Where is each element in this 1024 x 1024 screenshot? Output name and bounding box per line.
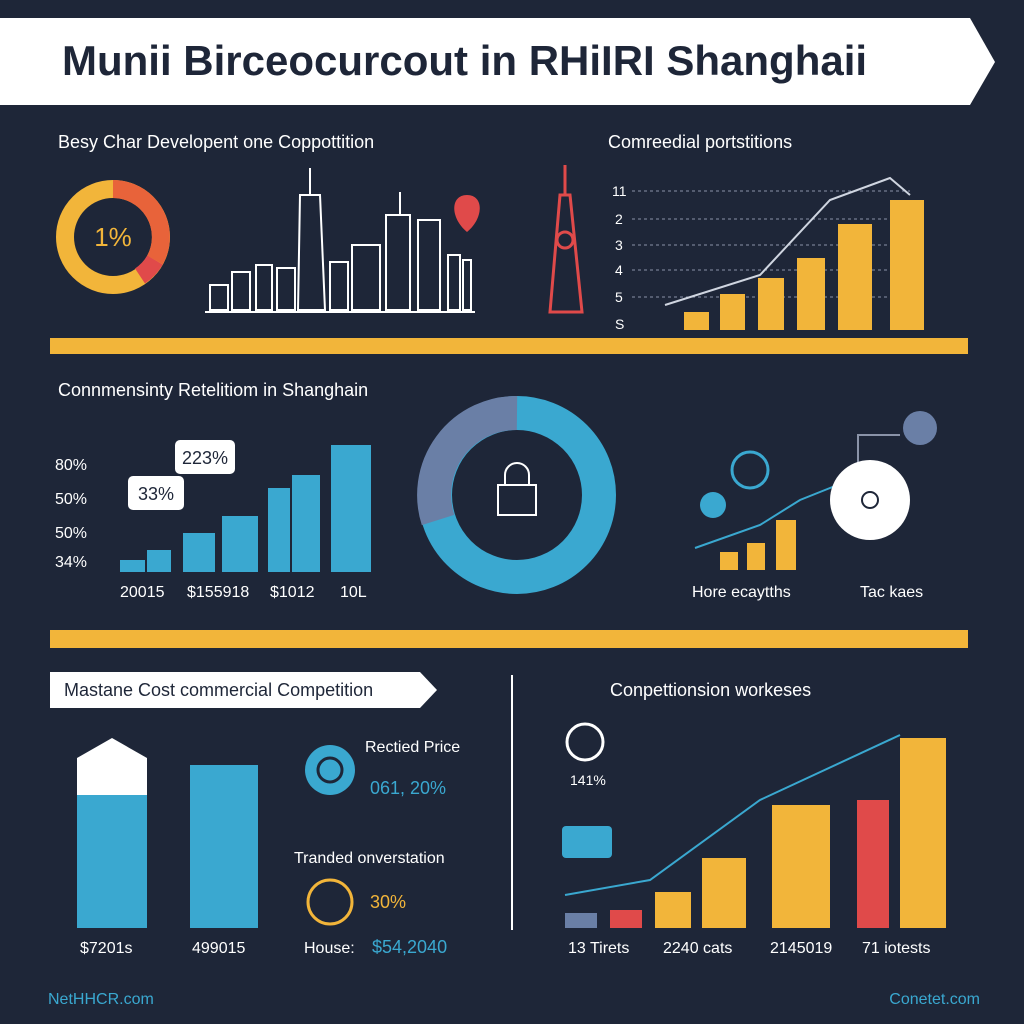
x-label: 10L	[340, 584, 367, 601]
tower	[548, 165, 584, 314]
footer-link: Conetet.com	[889, 991, 980, 1008]
deco-bars	[120, 445, 371, 572]
label: Rectied Price	[365, 739, 460, 756]
axis-label: 50%	[55, 491, 87, 508]
x-label: 2240 cats	[663, 940, 732, 957]
title: Munii Birceocurcout in RHiIRI Shanghaii	[62, 37, 867, 84]
axis-label: 2	[615, 211, 623, 227]
label: Hore ecaytths	[692, 584, 791, 601]
section-title: Comreedial portstitions	[608, 132, 792, 152]
section-title: Connmensinty Retelitiom in Shanghain	[58, 380, 368, 400]
deco-line	[664, 176, 911, 306]
section-title: Mastane Cost commercial Competition	[64, 680, 373, 700]
value: 061, 20%	[370, 778, 446, 798]
label: Tranded onverstation	[294, 850, 445, 867]
axis-label: 11	[612, 183, 627, 199]
deco-bars	[684, 200, 924, 330]
deco-line	[564, 734, 901, 896]
skyline	[205, 168, 475, 313]
badge: 141%	[570, 772, 606, 788]
bar-label: $7201s	[80, 940, 133, 957]
icon	[306, 878, 354, 926]
axis-label: 80%	[55, 457, 87, 474]
bubble-label: 223%	[182, 448, 228, 468]
x-label: $155918	[187, 584, 249, 601]
donut	[56, 180, 170, 294]
bubble	[128, 476, 184, 510]
bar-label: 499015	[192, 940, 245, 957]
donut-label: 1%	[94, 222, 132, 252]
section-title: Conpettionsion workeses	[610, 680, 811, 700]
x-label: $1012	[270, 584, 315, 601]
label: Tac kaes	[860, 584, 923, 601]
chat-icon	[562, 826, 612, 858]
axis-label: S	[615, 316, 624, 332]
pin-icon	[454, 195, 480, 232]
deco-bars	[77, 738, 258, 928]
title-banner	[0, 18, 995, 105]
x-label: 2145019	[770, 940, 832, 957]
divider	[50, 338, 968, 354]
section-banner	[50, 672, 437, 708]
finance-icons	[694, 411, 937, 570]
deco-bars	[565, 738, 946, 928]
divider	[50, 630, 968, 648]
bubble	[175, 440, 235, 474]
footer-link: NetHHCR.com	[48, 991, 154, 1008]
axis-label: 4	[615, 262, 623, 278]
value: $54,2040	[372, 937, 447, 957]
x-label: 20015	[120, 584, 165, 601]
label: House:	[304, 940, 355, 957]
section-title: Besy Char Developent one Coppottition	[58, 132, 374, 152]
value: 30%	[370, 892, 406, 912]
axis-labels: 11 2 3 4 5 S	[612, 183, 627, 332]
icon	[305, 745, 355, 795]
globe-icon	[565, 722, 605, 762]
x-label: 71 iotests	[862, 940, 930, 957]
axis-label: 5	[615, 289, 623, 305]
x-label: 13 Tirets	[568, 940, 629, 957]
axis-label: 3	[615, 237, 623, 253]
axis-label: 34%	[55, 554, 87, 571]
icon	[316, 756, 344, 784]
bubble-label: 33%	[138, 484, 174, 504]
axis-label: 50%	[55, 525, 87, 542]
donut	[417, 395, 616, 594]
